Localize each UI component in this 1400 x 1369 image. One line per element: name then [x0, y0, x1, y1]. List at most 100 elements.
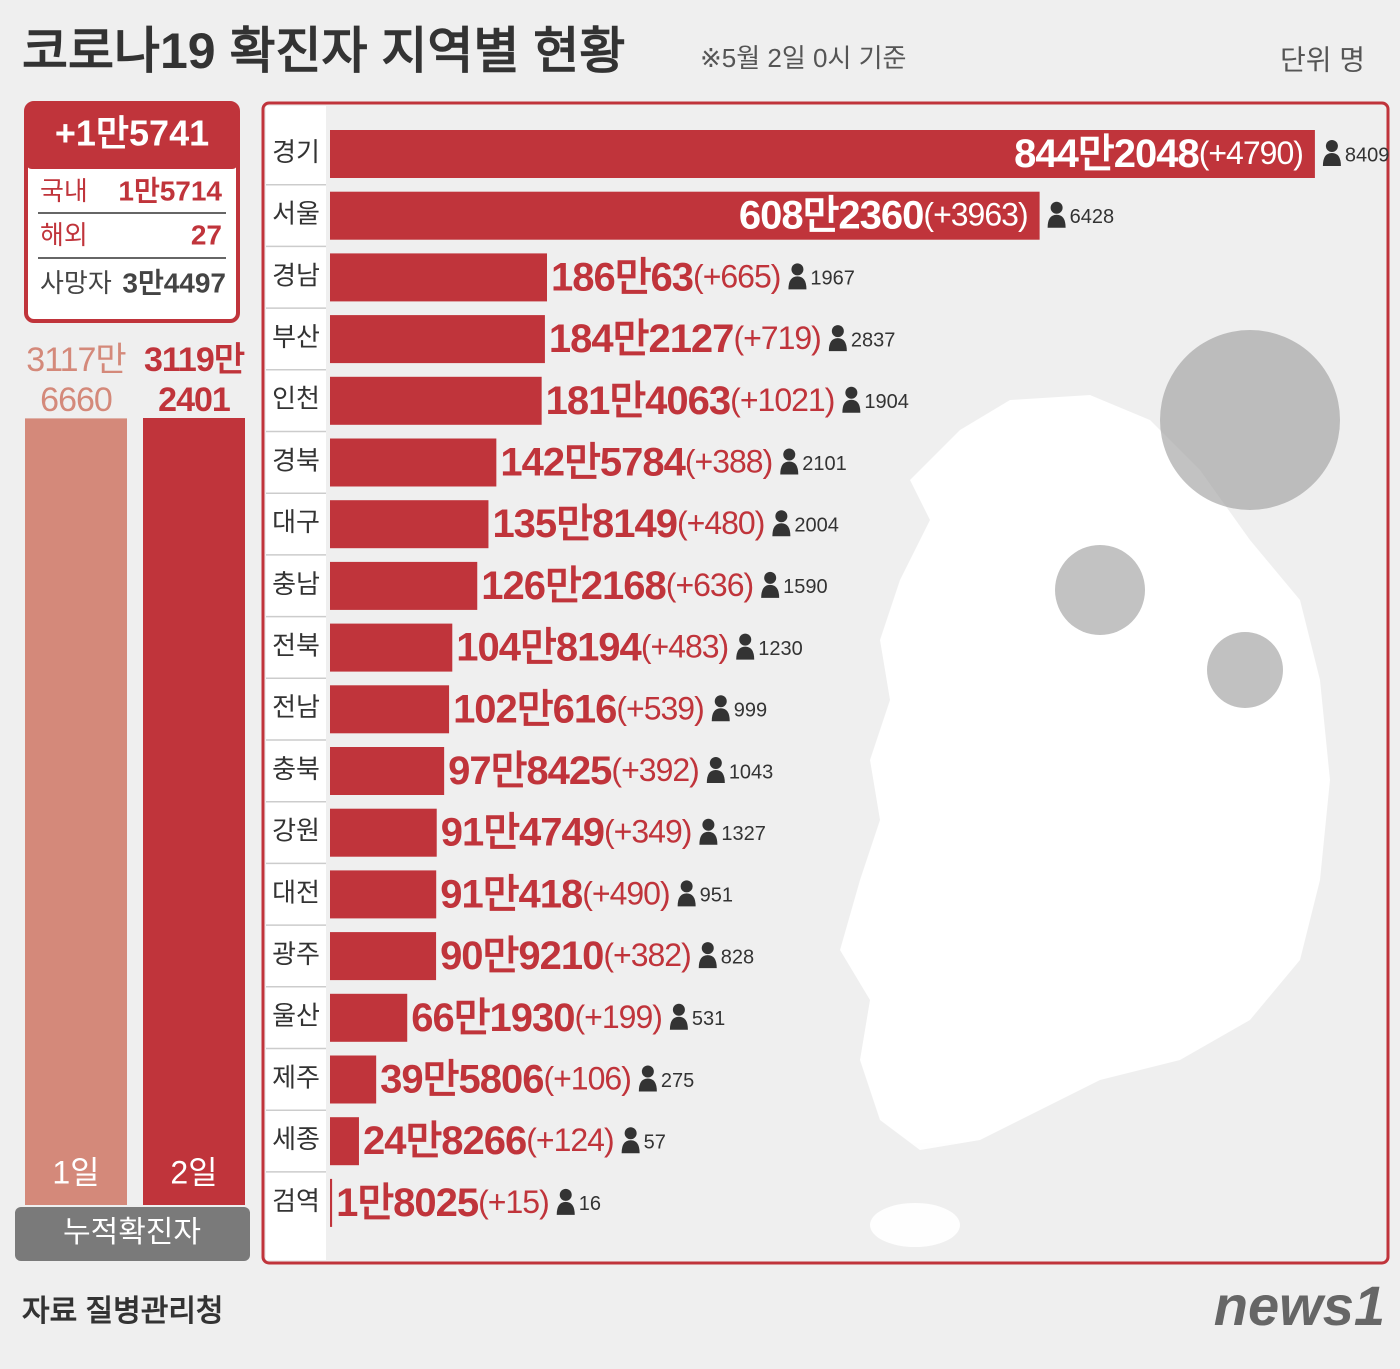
death-label: 1043 [729, 761, 774, 783]
value-number: 184만2127 [549, 317, 734, 361]
death-label: 16 [579, 1193, 601, 1215]
value-number: 844만2048 [1014, 132, 1199, 176]
icon-head [783, 448, 796, 461]
increase-label: (+636) [666, 567, 753, 603]
value-number: 24만8266 [363, 1119, 526, 1163]
category-label: 1일 [52, 1154, 99, 1190]
category-label: 울산 [272, 1001, 320, 1031]
value-label: 39만5806(+106) [380, 1057, 631, 1101]
value-label: 90만9210(+382) [440, 934, 691, 978]
category-column [266, 106, 326, 1260]
person-icon [1047, 201, 1066, 228]
person-icon [761, 571, 780, 598]
person-icon [788, 263, 807, 290]
death-label: 1230 [758, 638, 803, 660]
icon-head [845, 386, 858, 399]
death-label: 1327 [721, 823, 766, 845]
icon-head [714, 695, 727, 708]
death-label: 1904 [864, 391, 909, 413]
bar [330, 1055, 377, 1104]
icon-body [780, 461, 799, 475]
bar [330, 685, 450, 734]
value-number: 181만4063 [546, 378, 731, 422]
bar [330, 191, 1040, 240]
value-label: 142만5784(+388) [500, 440, 772, 484]
person-icon [677, 880, 696, 907]
value-number: 91만418 [440, 872, 583, 916]
icon-body [706, 770, 725, 783]
value-number: 97만8425 [448, 749, 612, 793]
person-icon [711, 695, 730, 722]
unit: 단위 명 [1280, 44, 1365, 75]
summary-total: +1만5741 [55, 113, 209, 154]
bar [330, 130, 1315, 178]
value-number: 66만1930 [411, 995, 574, 1039]
increase-label: (+388) [685, 444, 772, 480]
category-label: 2일 [170, 1154, 217, 1190]
category-label: 서울 [272, 199, 320, 229]
value-number: 142만5784 [500, 440, 686, 484]
death-label: 951 [700, 885, 733, 907]
summary-label: 사망자 [40, 268, 112, 298]
icon-head [764, 571, 777, 584]
icon-head [739, 633, 752, 646]
value-label: 135만8149(+480) [492, 502, 764, 546]
increase-label: (+480) [677, 506, 764, 542]
x-axis-label: 누적확진자 [63, 1216, 201, 1249]
death-label: 2101 [802, 453, 847, 475]
death-label: 828 [721, 946, 754, 968]
person-icon [736, 633, 755, 660]
increase-label: (+539) [616, 691, 703, 727]
increase-label: (+490) [582, 876, 669, 912]
category-label: 검역 [272, 1186, 320, 1216]
bar [330, 808, 437, 857]
value-number: 39만5806 [380, 1057, 543, 1101]
bar [330, 253, 548, 302]
icon-body [638, 1078, 657, 1092]
increase-label: (+392) [611, 752, 698, 788]
value-number: 104만8194 [456, 625, 642, 669]
person-icon [556, 1188, 575, 1215]
icon-head [709, 757, 722, 769]
person-icon [828, 325, 847, 352]
bar [143, 418, 245, 1205]
value-label: 102만616(+539) [453, 687, 704, 731]
icon-body [621, 1140, 640, 1154]
icon-body [788, 276, 807, 290]
bar [25, 418, 127, 1205]
icon-body [761, 584, 780, 598]
map [840, 395, 1330, 1247]
icon-body [842, 399, 861, 413]
icon-body [556, 1201, 575, 1215]
death-label: 999 [734, 700, 767, 722]
bar [330, 315, 545, 364]
icon-head [701, 942, 714, 955]
bar [330, 1178, 333, 1227]
death-label: 531 [692, 1008, 725, 1030]
category-label: 경기 [272, 137, 320, 167]
logo: news1 [1214, 1274, 1385, 1337]
panel-border [261, 101, 1390, 1265]
icon-body [711, 708, 730, 722]
summary-value: 27 [191, 219, 222, 250]
value-label: 24만8266(+124) [363, 1119, 614, 1163]
bar [330, 438, 497, 487]
person-icon [621, 1127, 640, 1154]
icon-head [1325, 140, 1338, 152]
category-label: 세종 [272, 1124, 320, 1154]
virus [1055, 330, 1340, 708]
increase-label: (+665) [693, 259, 780, 295]
increase-label: (+3963) [923, 197, 1027, 233]
bar [330, 561, 478, 610]
icon-body [1322, 153, 1341, 166]
icon-head [831, 325, 844, 338]
death-label: 1967 [810, 268, 855, 290]
person-icon [669, 1003, 688, 1030]
value-label: 844만2048(+4790) [1014, 132, 1303, 176]
value-label: 126만2168(+636) [481, 563, 753, 607]
increase-label: (+15) [478, 1184, 549, 1220]
increase-label: (+483) [641, 629, 728, 665]
icon-head [791, 263, 804, 276]
summary-label: 해외 [40, 220, 88, 250]
category-label: 대전 [272, 877, 320, 907]
